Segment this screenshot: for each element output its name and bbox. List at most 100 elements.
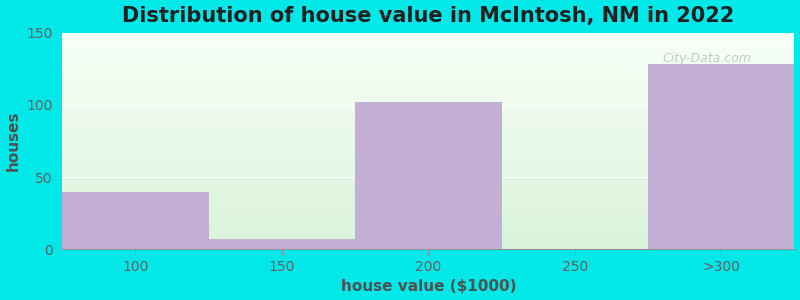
Bar [62, 238, 794, 239]
Bar [62, 112, 794, 113]
Bar [62, 52, 794, 53]
Bar [62, 234, 794, 236]
Bar [62, 109, 794, 110]
Bar [62, 123, 794, 124]
Bar [62, 110, 794, 111]
Bar [62, 113, 794, 114]
Bar [62, 36, 794, 37]
Bar [62, 238, 794, 240]
Text: City-Data.com: City-Data.com [662, 52, 751, 65]
Bar [62, 170, 794, 171]
Bar [62, 38, 794, 39]
Bar [62, 64, 794, 65]
Bar [62, 193, 794, 194]
Bar [62, 168, 794, 169]
Bar [62, 34, 794, 35]
Bar [62, 126, 794, 127]
Bar [62, 142, 794, 143]
Bar [62, 148, 794, 149]
Bar [62, 208, 794, 209]
Bar [62, 209, 794, 210]
Bar [62, 89, 794, 90]
Bar [62, 97, 794, 98]
Bar [62, 181, 794, 182]
Bar [62, 185, 794, 187]
Bar [62, 75, 794, 76]
Bar [62, 197, 794, 199]
Bar [62, 243, 794, 244]
Bar [62, 106, 794, 107]
Bar [62, 205, 794, 206]
Bar [62, 182, 794, 183]
Bar [62, 157, 794, 158]
Bar [62, 45, 794, 46]
Bar [62, 156, 794, 157]
Bar [62, 104, 794, 105]
Bar [62, 139, 794, 140]
Bar [62, 136, 794, 137]
Bar [62, 166, 794, 167]
Bar [62, 46, 794, 47]
Bar [62, 41, 794, 42]
Bar [62, 175, 794, 176]
Bar [62, 162, 794, 163]
Bar [62, 53, 794, 54]
Bar [62, 174, 794, 175]
Bar [62, 146, 794, 148]
Bar [62, 51, 794, 52]
Bar [62, 91, 794, 92]
Bar [62, 39, 794, 40]
Bar [62, 59, 794, 60]
Bar [62, 82, 794, 84]
Bar [62, 221, 794, 222]
Bar [62, 163, 794, 164]
Bar [62, 158, 794, 160]
Bar [62, 247, 794, 248]
Bar [62, 191, 794, 192]
Bar [62, 217, 794, 218]
Bar [62, 195, 794, 196]
Bar [62, 188, 794, 189]
Bar [62, 131, 794, 132]
Bar [62, 129, 794, 130]
Bar [62, 218, 794, 219]
Bar [62, 222, 794, 224]
Bar [62, 47, 794, 48]
Bar [62, 203, 794, 204]
Bar [62, 101, 794, 102]
Bar [62, 135, 794, 136]
Bar [62, 42, 794, 44]
Bar [62, 165, 794, 166]
Bar [62, 143, 794, 144]
Bar [648, 64, 794, 250]
Bar [62, 73, 794, 74]
Bar [62, 114, 794, 115]
Bar [62, 152, 794, 153]
Bar [62, 90, 794, 91]
Bar [62, 37, 794, 38]
Bar [62, 130, 794, 131]
Bar [62, 228, 794, 229]
Bar [62, 79, 794, 80]
Bar [62, 171, 794, 172]
Bar [62, 232, 794, 233]
Bar [62, 80, 794, 81]
Bar [62, 76, 794, 77]
Bar [62, 242, 794, 243]
Bar [62, 150, 794, 151]
Bar [62, 62, 794, 63]
Bar [62, 60, 794, 61]
Bar [62, 230, 794, 231]
Bar [62, 100, 794, 101]
Bar [62, 85, 794, 86]
Bar [62, 226, 794, 227]
Bar [62, 246, 794, 247]
Bar [62, 66, 794, 68]
Bar [62, 236, 794, 238]
Bar [62, 214, 794, 215]
Bar [62, 164, 794, 165]
Bar [62, 229, 794, 230]
Bar [62, 35, 794, 36]
Bar [62, 179, 794, 180]
Bar [62, 86, 794, 87]
